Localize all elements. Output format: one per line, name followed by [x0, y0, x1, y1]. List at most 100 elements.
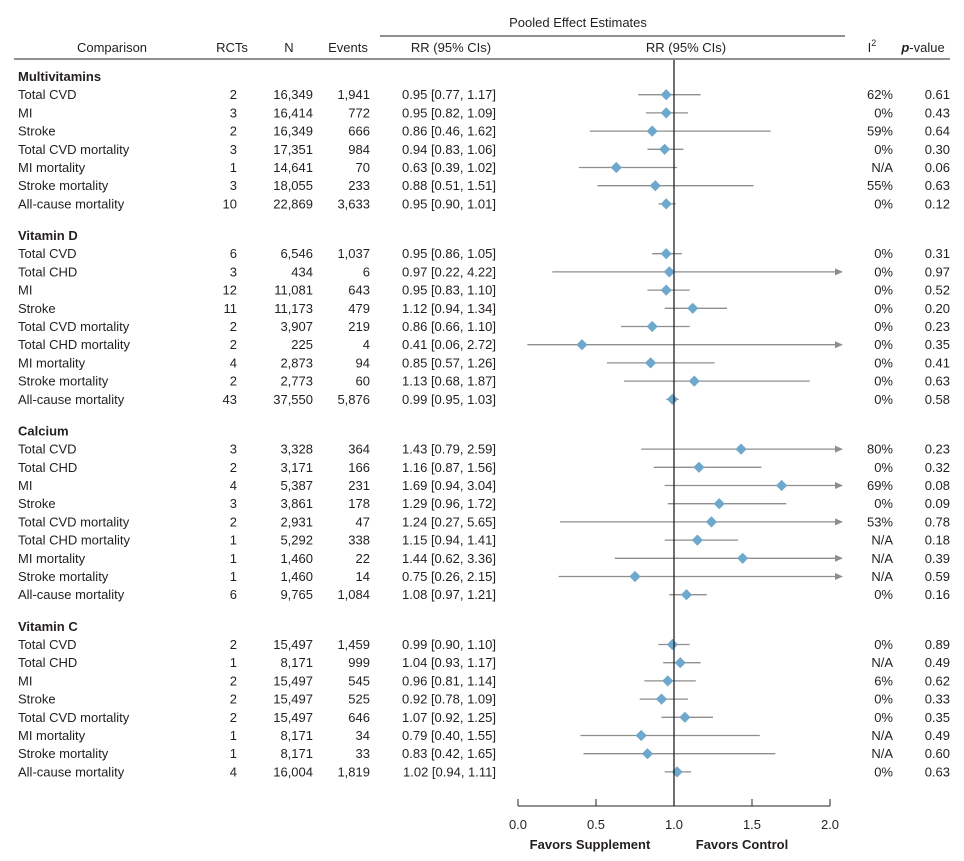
point-estimate — [693, 461, 705, 473]
row-p-value: 0.61 — [925, 87, 950, 102]
row-p-value: 0.97 — [925, 264, 950, 279]
row-rr-text: 1.13 [0.68, 1.87] — [402, 374, 496, 389]
row-rcts: 4 — [230, 478, 237, 493]
row-rcts: 6 — [230, 246, 237, 261]
row-label: Stroke mortality — [18, 569, 109, 584]
col-header-rr-text: RR (95% CIs) — [411, 40, 491, 55]
row-i2: 80% — [867, 442, 893, 457]
row-n: 16,349 — [273, 87, 313, 102]
row-p-value: 0.06 — [925, 160, 950, 175]
p-suffix: -value — [909, 40, 944, 55]
row-events: 94 — [356, 355, 370, 370]
row-rr-text: 0.92 [0.78, 1.09] — [402, 692, 496, 707]
row-n: 6,546 — [280, 246, 313, 261]
row-label: Stroke — [18, 301, 56, 316]
plot-area — [527, 60, 843, 806]
point-estimate — [662, 675, 674, 687]
row-p-value: 0.43 — [925, 105, 950, 120]
row-events: 984 — [348, 142, 370, 157]
row-rr-text: 1.04 [0.93, 1.17] — [402, 655, 496, 670]
point-estimate — [671, 766, 683, 778]
row-label: Total CVD — [18, 87, 77, 102]
row-label: Total CVD — [18, 637, 77, 652]
col-header-p-value: p-value — [900, 40, 944, 55]
row-label: MI — [18, 283, 32, 298]
row-p-value: 0.59 — [925, 569, 950, 584]
row-i2: N/A — [871, 533, 893, 548]
row-label: MI mortality — [18, 551, 86, 566]
row-p-value: 0.35 — [925, 337, 950, 352]
row-events: 4 — [363, 337, 370, 352]
row-rr-text: 0.79 [0.40, 1.55] — [402, 728, 496, 743]
row-p-value: 0.30 — [925, 142, 950, 157]
row-label: Stroke — [18, 496, 56, 511]
row-p-value: 0.62 — [925, 673, 950, 688]
row-events: 479 — [348, 301, 370, 316]
row-n: 9,765 — [280, 587, 313, 602]
row-rr-text: 1.08 [0.97, 1.21] — [402, 587, 496, 602]
row-rr-text: 0.95 [0.90, 1.01] — [402, 196, 496, 211]
point-estimate — [576, 339, 588, 351]
point-estimate — [660, 284, 672, 296]
row-p-value: 0.89 — [925, 637, 950, 652]
x-tick-label: 1.0 — [665, 817, 683, 832]
row-rcts: 11 — [224, 301, 238, 316]
row-p-value: 0.23 — [925, 442, 950, 457]
table-header: Pooled Effect Estimates Comparison RCTs … — [14, 15, 950, 60]
row-n: 18,055 — [273, 178, 313, 193]
point-estimate — [635, 729, 647, 742]
row-n: 2,873 — [280, 355, 313, 370]
row-rr-text: 0.95 [0.83, 1.10] — [402, 283, 496, 298]
row-rr-text: 0.85 [0.57, 1.26] — [402, 355, 496, 370]
row-label: Total CVD — [18, 442, 77, 457]
row-events: 1,459 — [337, 637, 370, 652]
row-n: 8,171 — [280, 728, 313, 743]
point-estimate — [691, 534, 703, 546]
row-rr-text: 1.29 [0.96, 1.72] — [402, 496, 496, 511]
row-label: All-cause mortality — [18, 764, 125, 779]
row-rr-text: 1.69 [0.94, 3.04] — [402, 478, 496, 493]
row-i2: N/A — [871, 728, 893, 743]
x-tick-label: 2.0 — [821, 817, 839, 832]
row-label: Total CVD — [18, 246, 77, 261]
row-i2: N/A — [871, 160, 893, 175]
favors-control-label: Favors Control — [696, 837, 788, 852]
point-estimate — [655, 693, 668, 705]
row-rr-text: 0.41 [0.06, 2.72] — [402, 337, 496, 352]
row-label: Total CVD mortality — [18, 710, 130, 725]
row-rcts: 2 — [230, 673, 237, 688]
group-title: Multivitamins — [18, 69, 101, 84]
row-n: 8,171 — [280, 655, 313, 670]
row-events: 1,941 — [337, 87, 370, 102]
i2-base: I — [868, 40, 872, 55]
row-events: 70 — [356, 160, 370, 175]
row-n: 2,931 — [280, 514, 313, 529]
row-rcts: 43 — [223, 392, 237, 407]
col-header-comparison: Comparison — [77, 40, 147, 55]
row-label: MI mortality — [18, 728, 86, 743]
row-n: 14,641 — [273, 160, 313, 175]
row-p-value: 0.63 — [925, 374, 950, 389]
point-estimate — [680, 589, 693, 601]
row-p-value: 0.39 — [925, 551, 950, 566]
row-p-value: 0.35 — [925, 710, 950, 725]
favors-supplement-label: Favors Supplement — [530, 837, 651, 852]
row-rcts: 2 — [230, 514, 237, 529]
row-n: 15,497 — [273, 673, 313, 688]
row-rcts: 3 — [230, 496, 237, 511]
row-rr-text: 0.99 [0.95, 1.03] — [402, 392, 496, 407]
point-estimate — [688, 375, 700, 387]
point-estimate — [735, 443, 747, 455]
row-rcts: 12 — [223, 283, 237, 298]
row-n: 3,171 — [280, 460, 313, 475]
point-estimate — [713, 498, 725, 510]
row-label: Total CHD — [18, 264, 77, 279]
row-n: 3,907 — [280, 319, 313, 334]
row-p-value: 0.63 — [925, 178, 950, 193]
row-n: 16,414 — [273, 105, 313, 120]
row-rcts: 2 — [230, 87, 237, 102]
row-rr-text: 1.15 [0.94, 1.41] — [402, 533, 496, 548]
row-rcts: 2 — [230, 374, 237, 389]
row-events: 646 — [348, 710, 370, 725]
point-estimate — [629, 570, 641, 583]
